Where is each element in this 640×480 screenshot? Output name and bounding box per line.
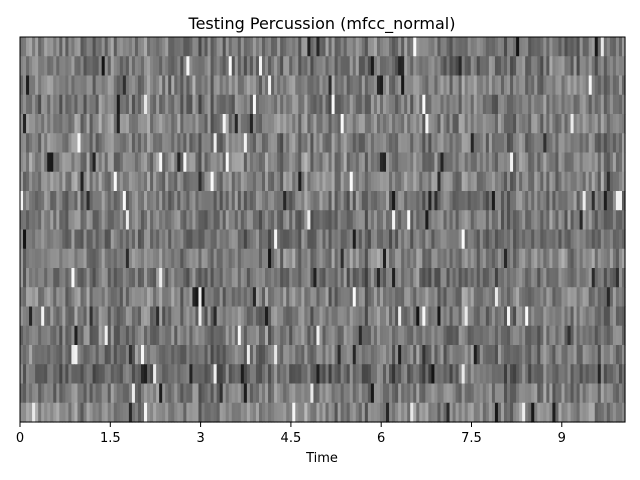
x-tick-label: 9 — [558, 431, 566, 446]
x-tick-label: 0 — [16, 431, 24, 446]
x-tick-label: 4.5 — [281, 431, 302, 446]
x-tick-label: 6 — [377, 431, 385, 446]
x-axis-ticks: 0 1.5 3 4.5 6 7.5 9 — [16, 422, 566, 446]
heatmap-cells — [20, 37, 626, 423]
chart-title: Testing Percussion (mfcc_normal) — [188, 14, 456, 34]
x-tick-label: 3 — [196, 431, 204, 446]
x-tick-label: 7.5 — [461, 431, 482, 446]
x-tick-label: 1.5 — [100, 431, 121, 446]
x-axis-label: Time — [305, 451, 338, 466]
